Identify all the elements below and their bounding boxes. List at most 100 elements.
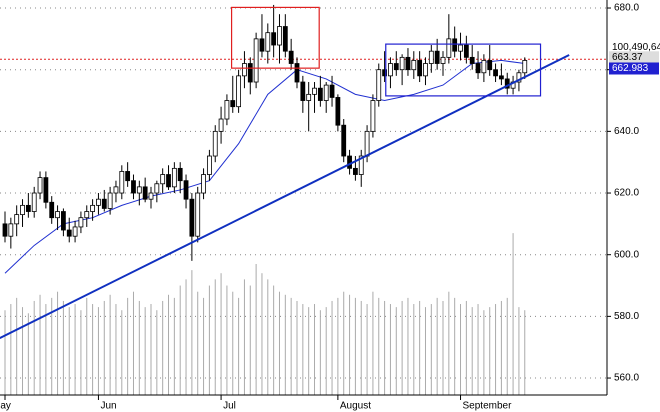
candle-body xyxy=(265,32,271,52)
candle-body xyxy=(166,174,171,188)
candle-body xyxy=(282,26,288,52)
candle-body xyxy=(78,217,84,228)
candle-body xyxy=(84,211,90,219)
candle-body xyxy=(352,167,358,175)
candle-body xyxy=(428,50,434,64)
candle-body xyxy=(230,100,236,108)
candle-body xyxy=(376,69,382,101)
candle-body xyxy=(195,192,201,237)
candle-body xyxy=(72,226,78,237)
candle-body xyxy=(516,72,522,83)
candle-body xyxy=(131,180,136,194)
candle-body xyxy=(434,50,440,64)
candle-body xyxy=(177,167,183,182)
candle-body xyxy=(2,223,8,237)
y-tick-label: 620.0 xyxy=(614,188,639,199)
candle-body xyxy=(341,124,347,157)
candle-body xyxy=(481,60,487,74)
candle-body xyxy=(212,130,218,157)
candle-body xyxy=(96,198,101,206)
candle-body xyxy=(154,183,160,194)
candle-body xyxy=(259,38,265,52)
candle-body xyxy=(201,174,206,194)
candle-body xyxy=(487,60,493,71)
candle-body xyxy=(323,84,329,101)
candle-body xyxy=(522,60,528,74)
candle-body xyxy=(224,100,230,120)
x-tick-label: September xyxy=(463,401,513,412)
candle-body xyxy=(440,56,446,64)
candle-body xyxy=(20,204,25,216)
price-label: 663.37 xyxy=(612,52,643,63)
x-tick-label: May xyxy=(0,401,11,412)
candle-body xyxy=(458,44,463,52)
candle-body xyxy=(388,63,393,77)
candle-body xyxy=(242,63,247,77)
candle-body xyxy=(498,75,504,80)
candle-body xyxy=(148,192,154,200)
candle-body xyxy=(306,93,312,101)
candle-body xyxy=(49,201,55,219)
candle-body xyxy=(125,171,131,182)
candle-body xyxy=(329,84,335,98)
candle-body xyxy=(277,26,282,46)
price-label: 662.983 xyxy=(612,63,649,74)
candle-body xyxy=(55,211,60,219)
candle-body xyxy=(300,81,306,101)
candle-body xyxy=(247,63,253,83)
candle-body xyxy=(189,198,195,237)
candle-body xyxy=(253,38,259,83)
candle-body xyxy=(43,177,49,203)
y-tick-label: 680.0 xyxy=(614,3,639,14)
candle-body xyxy=(364,130,370,157)
candle-body xyxy=(271,32,277,46)
candle-body xyxy=(446,38,452,58)
highlight-box xyxy=(230,6,320,69)
price-label-bg xyxy=(609,62,659,75)
candle-body xyxy=(31,192,37,212)
candle-body xyxy=(463,44,469,58)
candle-body xyxy=(370,100,376,132)
candle-body xyxy=(37,177,43,194)
candle-body xyxy=(504,78,510,89)
axes: 680.0660.0640.0620.0600.0580.0560.0MayJu… xyxy=(0,3,660,412)
candle-body xyxy=(90,204,95,212)
candle-body xyxy=(113,186,119,194)
x-tick-label: Jun xyxy=(100,401,116,412)
candle-body xyxy=(288,50,294,64)
candle-body xyxy=(25,204,31,212)
candle-body xyxy=(423,63,428,77)
candle-body xyxy=(399,56,405,71)
y-tick-label: 600.0 xyxy=(614,249,639,260)
candle-body xyxy=(358,155,364,175)
candle-body xyxy=(171,167,177,188)
x-tick-label: August xyxy=(340,401,371,412)
candle-body xyxy=(382,69,388,77)
trendline xyxy=(0,54,570,339)
candle-body xyxy=(66,229,72,237)
candle-body xyxy=(335,97,341,126)
candle-body xyxy=(405,56,411,71)
candle-body xyxy=(452,38,458,52)
candle-body xyxy=(236,75,242,108)
y-tick-label: 560.0 xyxy=(614,373,639,384)
candle-body xyxy=(136,186,142,194)
candle-body xyxy=(8,223,14,237)
candle-body xyxy=(317,87,323,101)
candle-body xyxy=(218,118,224,132)
candle-body xyxy=(206,155,212,175)
plot-area xyxy=(0,4,607,395)
candle-body xyxy=(469,56,475,64)
candle-body xyxy=(294,63,300,83)
candle-body xyxy=(142,186,148,200)
candle-body xyxy=(61,211,66,231)
price-label-bg xyxy=(609,51,659,64)
candle-body xyxy=(160,174,166,185)
highlight-box xyxy=(385,43,542,97)
candle-body xyxy=(101,198,107,209)
candle-body xyxy=(393,63,399,71)
candle-body xyxy=(312,87,317,95)
y-tick-label: 640.0 xyxy=(614,126,639,137)
x-tick-label: Jul xyxy=(223,401,236,412)
